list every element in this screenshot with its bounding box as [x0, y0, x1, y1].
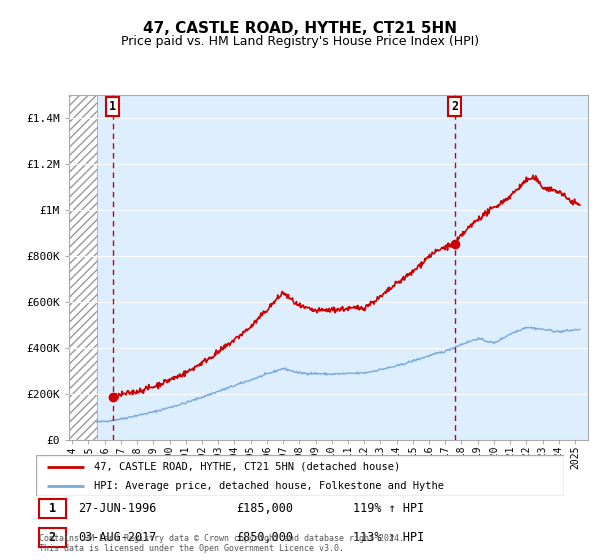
Text: 03-AUG-2017: 03-AUG-2017	[78, 531, 157, 544]
Text: £850,000: £850,000	[236, 531, 293, 544]
Text: 1: 1	[49, 502, 56, 515]
Text: HPI: Average price, detached house, Folkestone and Hythe: HPI: Average price, detached house, Folk…	[94, 480, 444, 491]
Text: 2: 2	[451, 100, 458, 113]
FancyBboxPatch shape	[38, 528, 66, 547]
Text: Price paid vs. HM Land Registry's House Price Index (HPI): Price paid vs. HM Land Registry's House …	[121, 35, 479, 48]
Text: 113% ↑ HPI: 113% ↑ HPI	[353, 531, 424, 544]
Text: 47, CASTLE ROAD, HYTHE, CT21 5HN: 47, CASTLE ROAD, HYTHE, CT21 5HN	[143, 21, 457, 36]
FancyBboxPatch shape	[36, 455, 564, 496]
Bar	[69, 95, 97, 440]
Text: £185,000: £185,000	[236, 502, 293, 515]
Text: 119% ↑ HPI: 119% ↑ HPI	[353, 502, 424, 515]
Text: Contains HM Land Registry data © Crown copyright and database right 2024.
This d: Contains HM Land Registry data © Crown c…	[39, 534, 404, 553]
Text: 1: 1	[109, 100, 116, 113]
Text: 47, CASTLE ROAD, HYTHE, CT21 5HN (detached house): 47, CASTLE ROAD, HYTHE, CT21 5HN (detach…	[94, 461, 400, 472]
FancyBboxPatch shape	[38, 500, 66, 518]
Text: 27-JUN-1996: 27-JUN-1996	[78, 502, 157, 515]
Text: 2: 2	[49, 531, 56, 544]
